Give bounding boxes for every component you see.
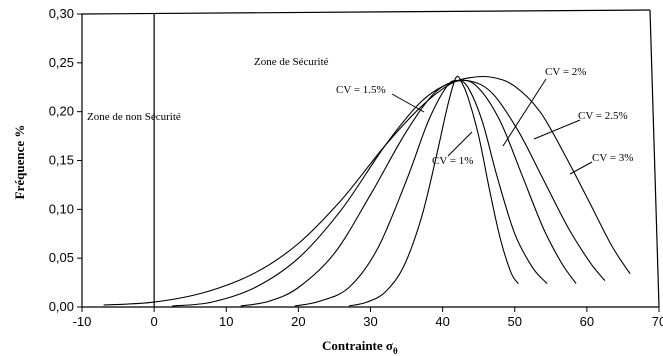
series-line-4 <box>103 75 631 306</box>
y-ticks: 0,00 0,05 0,10 0,15 0,20 0,25 0,30 <box>49 6 82 314</box>
label-cv-2-5: CV = 2.5% <box>578 110 628 122</box>
series-line-0 <box>348 75 519 307</box>
arrow-cv-3 <box>569 161 593 175</box>
x-tick-label: 20 <box>291 314 305 329</box>
y-axis-label: Fréquence % <box>12 125 27 200</box>
series-curves <box>103 75 631 307</box>
label-cv-2: CV = 2% <box>545 66 586 78</box>
right-border <box>649 9 660 308</box>
zone-non-securite-label: Zone de non Sécurité <box>87 111 181 123</box>
arrow-cv-1-5 <box>391 93 425 113</box>
y-tick-label: 0,05 <box>49 250 74 265</box>
arrow-cv-1 <box>447 131 473 157</box>
arrow-cv-2 <box>502 78 547 147</box>
series-line-3 <box>172 79 606 307</box>
arrow-cv-2-5 <box>533 119 581 140</box>
series-line-2 <box>240 79 577 307</box>
y-tick-label: 0,10 <box>49 201 74 216</box>
x-tick-label: -10 <box>73 314 92 329</box>
series-annotations: CV = 1% CV = 1.5% CV = 2% CV = 2.5% CV =… <box>336 66 633 175</box>
x-ticks: -10 0 10 20 30 40 50 60 70 <box>73 307 663 329</box>
y-tick-label: 0,30 <box>49 6 74 21</box>
x-tick-label: 0 <box>151 314 158 329</box>
y-axis-label-text: Fréquence % <box>12 125 27 200</box>
y-tick-label: 0,20 <box>49 104 74 119</box>
x-tick-label: 30 <box>363 314 377 329</box>
y-tick-label: 0,00 <box>49 299 74 314</box>
label-cv-3: CV = 3% <box>592 152 633 164</box>
label-cv-1: CV = 1% <box>432 155 473 167</box>
x-axis-label: Contrainte σθ <box>322 338 398 356</box>
x-tick-label: 60 <box>580 314 594 329</box>
label-cv-1-5: CV = 1.5% <box>336 84 386 96</box>
x-tick-label: 10 <box>219 314 233 329</box>
x-tick-label: 50 <box>508 314 522 329</box>
zone-securite-label: Zone de Sécurité <box>254 56 329 68</box>
x-axis-label-text: Contrainte σθ <box>322 338 398 356</box>
plot-frame <box>81 9 660 308</box>
top-border <box>81 9 651 15</box>
y-tick-label: 0,25 <box>49 55 74 70</box>
x-tick-label: 40 <box>435 314 449 329</box>
series-line-1 <box>294 79 548 307</box>
x-tick-label: 70 <box>652 314 663 329</box>
y-tick-label: 0,15 <box>49 153 74 168</box>
